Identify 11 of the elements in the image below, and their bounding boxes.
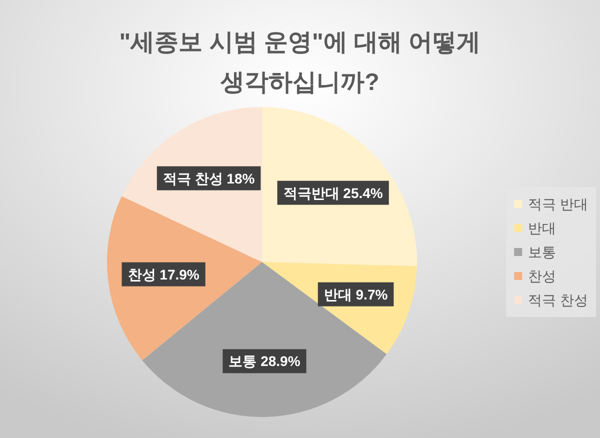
legend-label: 적극 찬성 bbox=[528, 292, 588, 308]
legend-label: 적극 반대 bbox=[528, 196, 588, 212]
data-label: 찬성 17.9% bbox=[128, 266, 200, 282]
data-label: 반대 9.7% bbox=[324, 286, 388, 302]
legend-label: 찬성 bbox=[528, 268, 556, 284]
legend-label: 보통 bbox=[528, 244, 556, 260]
data-label: 적극 찬성 18% bbox=[162, 170, 256, 186]
data-label: 보통 28.9% bbox=[228, 353, 301, 370]
title: "세종보 시범 운영"에 대해 어떻게 생각하십니까? bbox=[119, 29, 481, 96]
legend-label: 반대 bbox=[528, 220, 556, 236]
data-label: 적극반대 25.4% bbox=[283, 184, 384, 201]
